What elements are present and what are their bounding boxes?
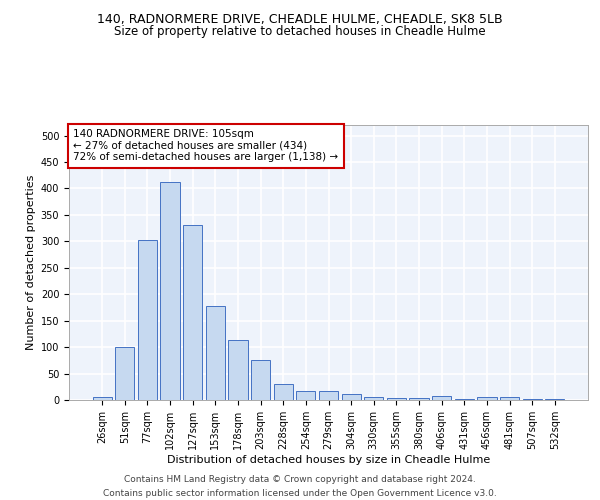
Bar	[364, 398, 383, 400]
Bar	[477, 398, 497, 400]
Bar	[319, 391, 338, 400]
Bar	[115, 347, 134, 400]
Bar	[387, 398, 406, 400]
Bar	[409, 398, 428, 400]
Text: Size of property relative to detached houses in Cheadle Hulme: Size of property relative to detached ho…	[114, 25, 486, 38]
Bar	[251, 360, 270, 400]
Y-axis label: Number of detached properties: Number of detached properties	[26, 175, 37, 350]
Bar	[183, 226, 202, 400]
Bar	[206, 306, 225, 400]
Text: 140, RADNORMERE DRIVE, CHEADLE HULME, CHEADLE, SK8 5LB: 140, RADNORMERE DRIVE, CHEADLE HULME, CH…	[97, 12, 503, 26]
Bar	[500, 398, 519, 400]
Bar	[92, 398, 112, 400]
Text: Contains HM Land Registry data © Crown copyright and database right 2024.
Contai: Contains HM Land Registry data © Crown c…	[103, 476, 497, 498]
Bar	[545, 399, 565, 400]
Bar	[274, 384, 293, 400]
X-axis label: Distribution of detached houses by size in Cheadle Hulme: Distribution of detached houses by size …	[167, 454, 490, 464]
Bar	[229, 340, 248, 400]
Bar	[160, 182, 180, 400]
Bar	[296, 391, 316, 400]
Bar	[432, 396, 451, 400]
Text: 140 RADNORMERE DRIVE: 105sqm
← 27% of detached houses are smaller (434)
72% of s: 140 RADNORMERE DRIVE: 105sqm ← 27% of de…	[73, 129, 338, 162]
Bar	[341, 394, 361, 400]
Bar	[523, 399, 542, 400]
Bar	[138, 240, 157, 400]
